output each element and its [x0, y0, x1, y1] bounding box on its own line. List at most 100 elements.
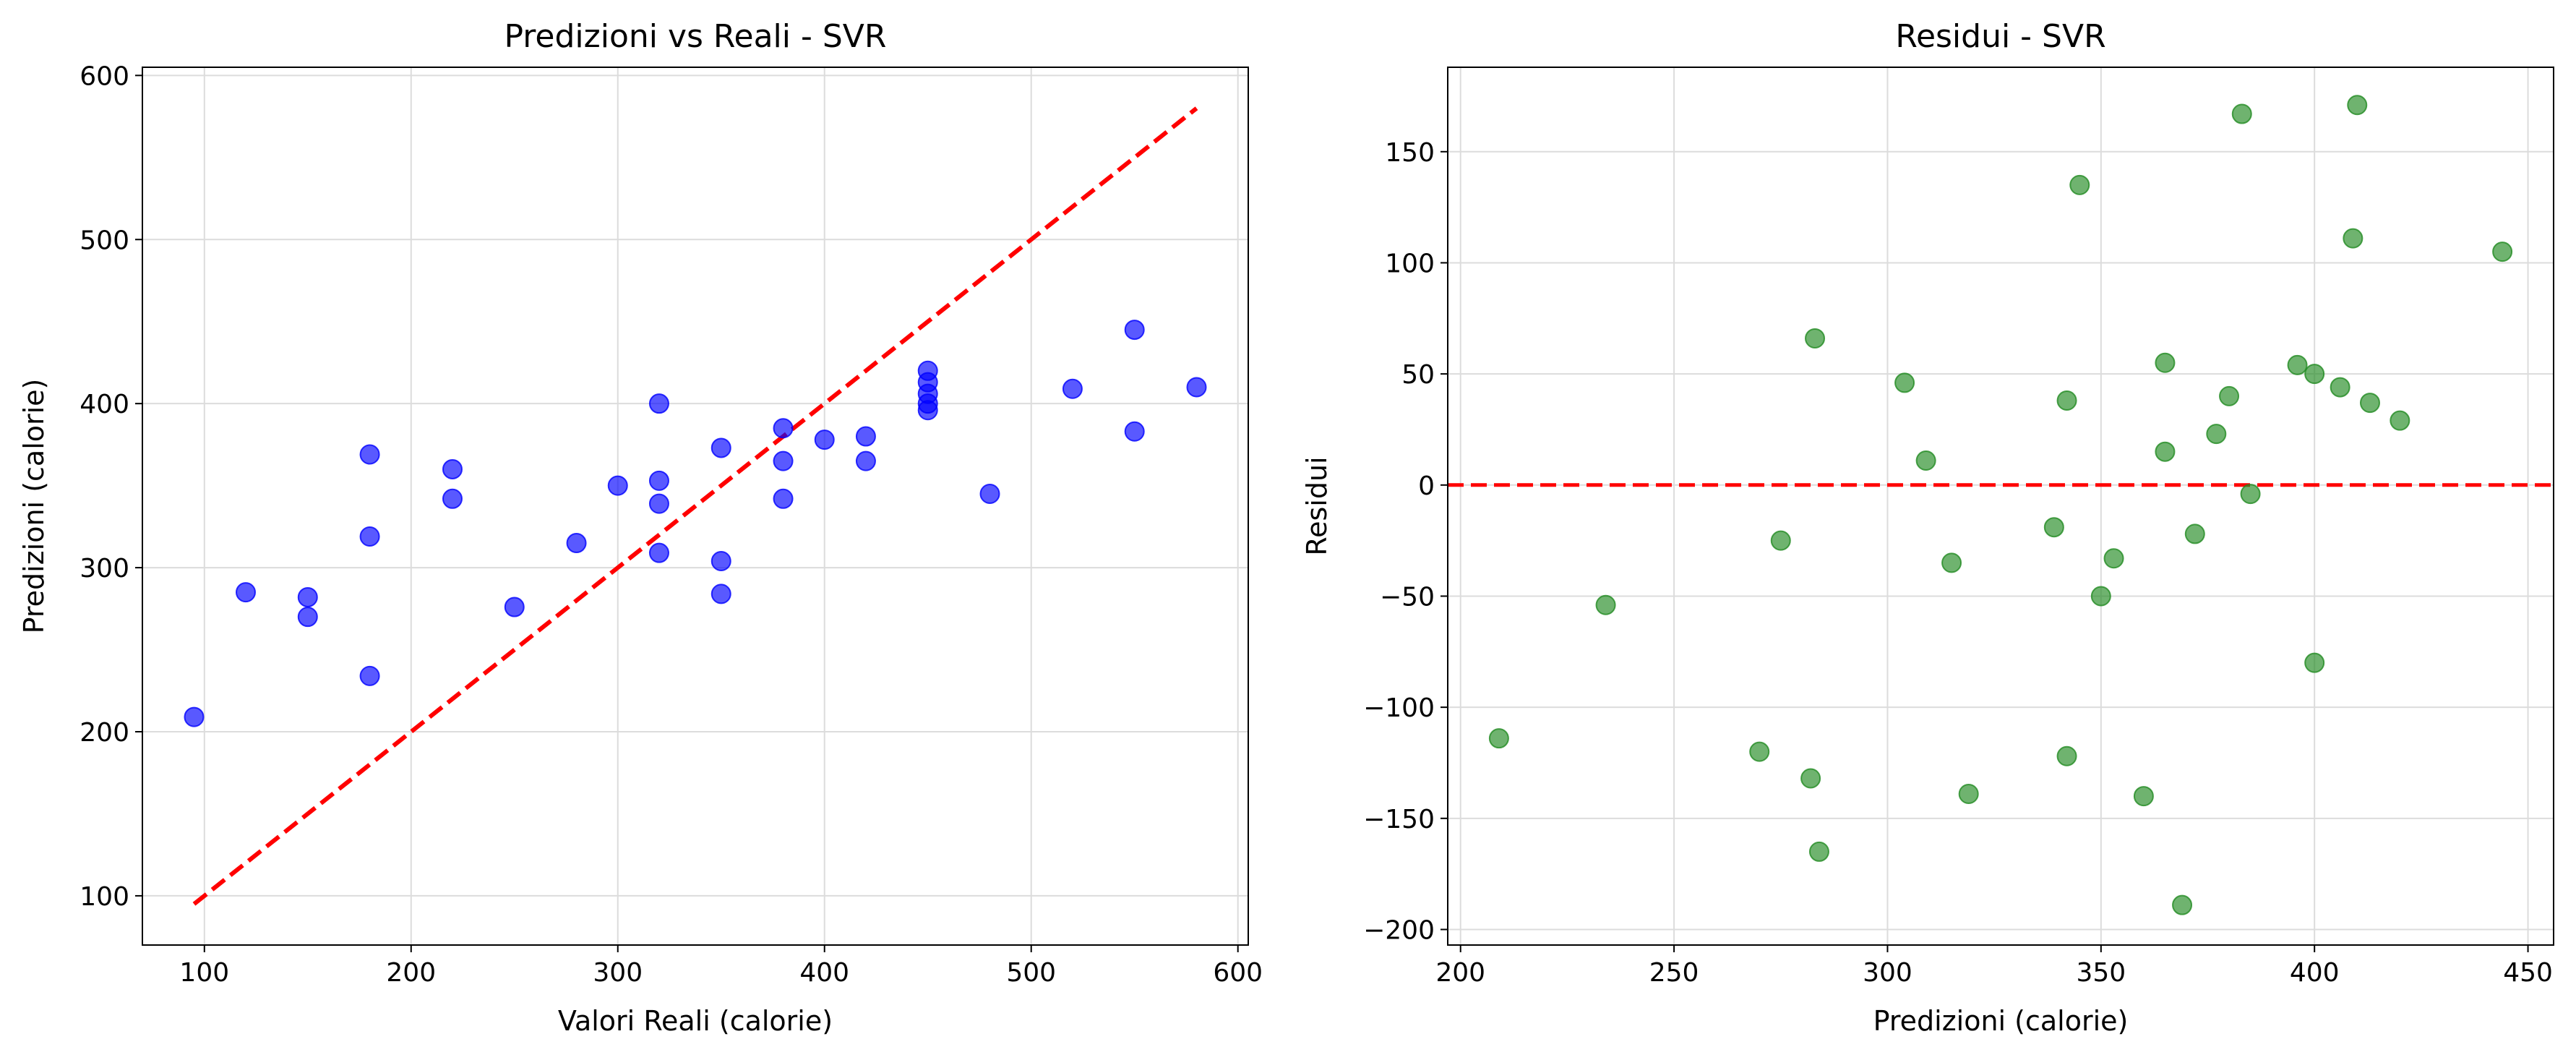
- x-tick-label: 300: [593, 958, 643, 988]
- data-point: [1124, 320, 1145, 341]
- data-point: [2133, 786, 2154, 807]
- x-tick-label: 250: [1649, 958, 1699, 988]
- data-point: [2492, 242, 2513, 262]
- data-point: [2155, 441, 2176, 462]
- data-point: [2240, 484, 2261, 505]
- data-point: [235, 582, 256, 603]
- y-axis-label: Residui: [1301, 456, 1333, 555]
- data-point: [2231, 103, 2252, 124]
- data-point: [1800, 768, 1821, 789]
- x-ticks: 200 250 300 350 400 450: [1435, 945, 2553, 988]
- data-point: [566, 533, 587, 554]
- y-tick-label: 100: [80, 882, 129, 912]
- data-point: [1488, 728, 1509, 749]
- x-axis-label: Valori Reali (calorie): [558, 1005, 833, 1037]
- x-tick-label: 350: [2076, 958, 2126, 988]
- plot-frame: [142, 67, 1249, 946]
- grid: [142, 67, 1248, 945]
- data-point: [297, 586, 318, 607]
- data-point: [2343, 228, 2364, 249]
- reference-line-path: [192, 106, 1198, 906]
- data-point: [773, 418, 794, 439]
- y-tick-label: −200: [1363, 915, 1435, 945]
- data-point: [2304, 652, 2325, 673]
- data-point: [1805, 328, 1826, 349]
- data-point: [1749, 741, 1770, 762]
- y-tick-label: 50: [1401, 360, 1435, 390]
- data-point: [2330, 377, 2350, 398]
- data-point: [1958, 784, 1979, 805]
- x-tick-label: 200: [386, 958, 436, 988]
- data-point: [2304, 364, 2325, 385]
- data-point: [359, 444, 380, 465]
- data-point: [2069, 174, 2090, 195]
- y-tick-label: −150: [1363, 805, 1435, 834]
- x-tick-label: 450: [2503, 958, 2553, 988]
- data-point: [2219, 385, 2240, 406]
- data-point: [442, 488, 463, 509]
- data-point: [855, 426, 876, 447]
- data-point: [1770, 530, 1791, 551]
- residuals-chart: Residui - SVR 200 250 300 350 400 450 −200 −15…: [1301, 18, 2554, 1037]
- y-ticks: −200 −150 −100 −50 0 50 100 150: [1363, 138, 1448, 945]
- data-point: [814, 429, 835, 450]
- x-tick-label: 600: [1213, 958, 1263, 988]
- plot-frame: [1447, 67, 2554, 946]
- data-point: [1915, 450, 1936, 471]
- y-tick-label: 0: [1418, 471, 1435, 501]
- data-point: [359, 665, 380, 686]
- x-axis-label: Predizioni (calorie): [1873, 1005, 2129, 1037]
- data-point: [442, 458, 463, 479]
- data-point: [607, 475, 628, 496]
- data-point: [2390, 410, 2410, 431]
- data-point: [1894, 372, 1915, 393]
- x-tick-label: 400: [2290, 958, 2340, 988]
- data-point: [917, 400, 938, 421]
- data-point: [359, 526, 380, 547]
- x-ticks: 100 200 300 400 500 600: [179, 945, 1263, 988]
- data-point: [1941, 552, 1962, 573]
- data-point: [2359, 393, 2380, 414]
- data-point: [1808, 841, 1829, 862]
- data-point: [2056, 390, 2077, 411]
- data-point: [2043, 517, 2064, 538]
- data-point: [710, 551, 731, 572]
- data-point: [2155, 352, 2176, 373]
- data-point: [648, 493, 669, 514]
- data-point: [1062, 378, 1083, 399]
- x-tick-label: 300: [1863, 958, 1912, 988]
- data-point: [2090, 586, 2111, 607]
- y-tick-label: 300: [80, 554, 129, 584]
- y-tick-label: 600: [80, 61, 129, 91]
- data-point: [2184, 523, 2205, 544]
- data-point: [1186, 377, 1207, 398]
- predictions-vs-actual-chart: Predizioni vs Reali - SVR 100 200 300 400 50…: [18, 18, 1263, 1037]
- data-points: [1488, 95, 2513, 915]
- data-point: [710, 437, 731, 458]
- x-tick-label: 100: [179, 958, 229, 988]
- y-tick-label: 200: [80, 718, 129, 748]
- x-tick-label: 200: [1435, 958, 1485, 988]
- data-point: [855, 450, 876, 471]
- y-tick-label: 150: [1385, 138, 1435, 168]
- chart-title: Predizioni vs Reali - SVR: [505, 18, 887, 55]
- data-point: [648, 470, 669, 491]
- data-point: [2103, 548, 2124, 569]
- y-tick-label: −100: [1363, 693, 1435, 723]
- data-points: [184, 320, 1207, 727]
- y-ticks: 100 200 300 400 500 600: [80, 61, 142, 912]
- data-point: [773, 450, 794, 471]
- y-tick-label: 400: [80, 390, 129, 419]
- chart-title: Residui - SVR: [1895, 18, 2105, 55]
- data-point: [2206, 424, 2227, 445]
- reference-line: [192, 106, 1198, 906]
- data-point: [979, 483, 1000, 504]
- data-point: [184, 706, 205, 727]
- y-tick-label: 100: [1385, 249, 1435, 278]
- data-point: [2056, 745, 2077, 766]
- data-point: [1124, 421, 1145, 442]
- y-tick-label: −50: [1380, 582, 1435, 612]
- data-point: [2172, 894, 2193, 915]
- data-point: [2287, 354, 2308, 375]
